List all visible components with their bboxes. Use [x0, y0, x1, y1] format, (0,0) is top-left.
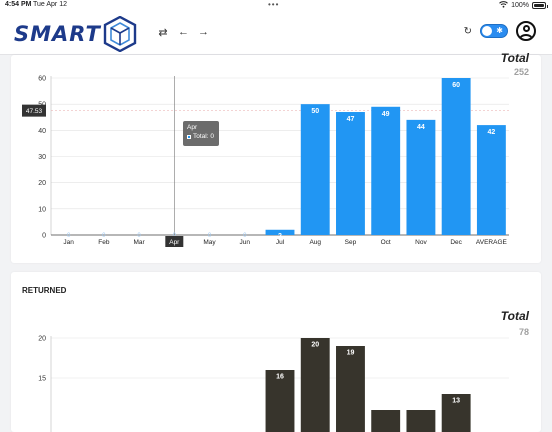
x-tick-label: Oct: [381, 239, 391, 246]
total-value: 252: [513, 67, 529, 77]
bar-data-label: 0: [102, 233, 106, 239]
y-tick-label: 0: [42, 233, 46, 240]
sun-icon: ✱: [496, 26, 503, 35]
tooltip-swatch: [187, 134, 191, 139]
nav-icons: ⇄ ← →: [158, 26, 209, 39]
x-tick-label: May: [203, 239, 216, 246]
x-tick-label: Jun: [240, 239, 251, 246]
app-header: SMART ⇄ ← → ↻ ✱: [0, 12, 552, 55]
bar-data-label: 42: [487, 129, 495, 136]
app-logo[interactable]: SMART: [14, 15, 137, 53]
bar: [265, 229, 295, 235]
bar-data-label: 0: [67, 233, 71, 239]
total-value: 78: [518, 327, 529, 337]
bar: [300, 338, 330, 432]
bar-data-label: 60: [452, 82, 460, 89]
refresh-icon[interactable]: ↻: [463, 25, 472, 37]
bar: [441, 78, 471, 235]
status-date: Tue Apr 12: [33, 1, 67, 8]
logo-cube-icon: [103, 16, 137, 52]
bar-data-label: 16: [276, 374, 284, 381]
status-right: 100%: [499, 1, 548, 10]
bar: [406, 119, 436, 235]
multitask-dots-icon[interactable]: •••: [268, 0, 280, 9]
crosshair-y-label: 47.53: [26, 108, 43, 115]
wifi-icon: [499, 1, 508, 10]
y-tick-label: 20: [38, 180, 46, 187]
x-tick-label: Aug: [309, 239, 321, 246]
x-tick-label: Sep: [345, 239, 357, 246]
bar-data-label: 2: [278, 233, 282, 240]
bar: [336, 346, 365, 432]
bar: [371, 410, 401, 432]
bar-data-label: 13: [452, 398, 460, 405]
total-label: Total: [500, 51, 529, 65]
x-tick-label: Feb: [98, 239, 110, 246]
y-tick-label: 15: [38, 376, 46, 383]
y-tick-label: 10: [38, 206, 46, 213]
y-tick-label: 20: [38, 336, 46, 343]
bar-data-label: 50: [311, 108, 319, 115]
chart-card-total: Total 252 01020304050600Jan0Feb0Mar0Apr0…: [11, 51, 541, 263]
bar-data-label: 49: [382, 111, 390, 118]
x-tick-label: Nov: [415, 239, 427, 246]
bar: [406, 410, 436, 432]
header-actions: ↻ ✱: [464, 21, 536, 41]
x-tick-label: Apr: [169, 239, 180, 246]
bar-data-label: 0: [208, 233, 212, 239]
bar-data-label: 0: [137, 233, 141, 239]
x-tick-label: Jul: [276, 239, 285, 246]
y-tick-label: 30: [38, 154, 46, 161]
x-tick-label: Mar: [133, 239, 145, 246]
crosshair-y-label-bg: [22, 104, 46, 117]
bar: [371, 106, 401, 236]
battery-percent: 100%: [511, 2, 529, 9]
back-arrow-icon[interactable]: ←: [178, 26, 189, 38]
bar-data-label: 44: [417, 124, 425, 131]
crosshair-x-label-bg: [165, 236, 184, 247]
total-label: Total: [500, 309, 529, 323]
bar-data-label: 47: [347, 116, 355, 123]
bar-chart-returned[interactable]: 15 20 16 20 19 13: [11, 272, 541, 432]
tooltip-title: Apr: [187, 124, 198, 131]
x-tick-label: Jan: [63, 239, 74, 246]
swap-icon[interactable]: ⇄: [158, 27, 168, 39]
battery-icon: [532, 2, 548, 9]
bar-data-label: 0: [243, 233, 247, 239]
account-icon[interactable]: [516, 21, 536, 41]
card-title-returned: RETURNED: [22, 286, 67, 295]
chart-tooltip: Apr Total: 0: [183, 121, 219, 146]
bar-chart-total[interactable]: 01020304050600Jan0Feb0Mar0Apr0May0Jun2Ju…: [11, 55, 541, 263]
x-tick-label: Dec: [450, 239, 462, 246]
toggle-knob: [482, 26, 492, 36]
forward-arrow-icon[interactable]: →: [198, 26, 209, 38]
y-tick-label: 40: [38, 128, 46, 135]
chart-card-returned: RETURNED Total 78 15 20 16 20 19 13: [11, 272, 541, 432]
bar: [300, 104, 330, 235]
bar: [476, 125, 506, 235]
bar-data-label: 19: [347, 350, 355, 357]
bar: [336, 112, 365, 235]
x-tick-label: AVERAGE: [476, 239, 508, 246]
logo-text: SMART: [14, 22, 101, 46]
bar-data-label: 20: [311, 342, 319, 349]
status-time: 4:54 PM: [5, 1, 32, 8]
y-tick-label: 60: [38, 76, 46, 83]
status-bar: 4:54 PM Tue Apr 12 ••• 100%: [0, 0, 552, 12]
theme-toggle[interactable]: ✱: [480, 24, 508, 38]
tooltip-item: Total: 0: [193, 133, 214, 140]
